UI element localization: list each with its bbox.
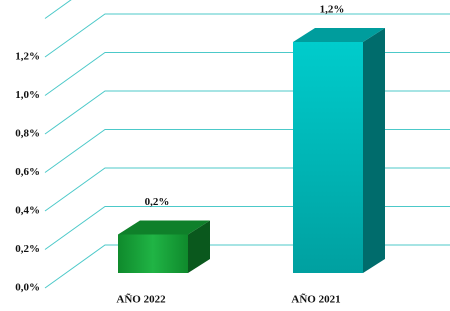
x-tick-label: AÑO 2021 bbox=[291, 294, 340, 306]
grid-line bbox=[45, 207, 450, 250]
y-tick-label: 1,2% bbox=[15, 51, 40, 63]
grid-line bbox=[45, 91, 450, 134]
x-tick-label: AÑO 2022 bbox=[116, 294, 166, 306]
chart: 0,0% 0,2% 0,4% 0,6% 0,8% 1,0% 1,2% 0,2% AÑO 2022… bbox=[0, 0, 450, 311]
y-tick-label: 0,8% bbox=[15, 128, 40, 140]
y-tick-label: 0,6% bbox=[15, 166, 40, 178]
y-tick-label: 1,0% bbox=[15, 89, 40, 101]
grid-line bbox=[45, 168, 450, 211]
value-label: 0,2% bbox=[145, 196, 170, 208]
bar-side bbox=[363, 28, 385, 273]
grid-line bbox=[45, 130, 450, 173]
bar bbox=[118, 235, 188, 274]
y-tick-label: 0,4% bbox=[15, 205, 40, 217]
bar bbox=[293, 42, 363, 273]
y-tick-label: 0,0% bbox=[15, 282, 40, 294]
grid-line bbox=[45, 0, 450, 19]
grid-line bbox=[45, 14, 450, 57]
grid-line bbox=[45, 53, 450, 96]
y-tick-label: 0,2% bbox=[15, 243, 40, 255]
value-label: 1,2% bbox=[320, 4, 345, 16]
grid-line bbox=[45, 245, 450, 288]
